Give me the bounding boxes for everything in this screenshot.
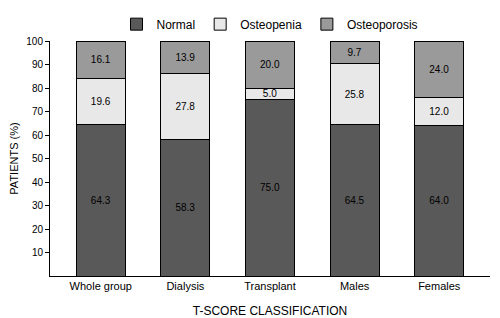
svg-text:58.3: 58.3 <box>175 202 195 213</box>
svg-text:20: 20 <box>32 224 44 235</box>
svg-text:Females: Females <box>418 280 461 292</box>
svg-text:30: 30 <box>32 200 44 211</box>
svg-text:100: 100 <box>26 36 43 47</box>
svg-text:64.0: 64.0 <box>429 195 449 206</box>
svg-text:PATIENTS (%): PATIENTS (%) <box>8 122 20 194</box>
svg-text:60: 60 <box>32 130 44 141</box>
svg-text:20.0: 20.0 <box>260 59 280 70</box>
svg-text:75.0: 75.0 <box>260 182 280 193</box>
svg-text:24.0: 24.0 <box>429 64 449 75</box>
svg-text:Transplant: Transplant <box>244 280 296 292</box>
svg-text:Whole group: Whole group <box>70 280 132 292</box>
svg-text:12.0: 12.0 <box>429 106 449 117</box>
svg-text:Normal: Normal <box>157 18 196 32</box>
svg-text:40: 40 <box>32 177 44 188</box>
svg-text:27.8: 27.8 <box>175 101 195 112</box>
svg-text:T-SCORE CLASSIFICATION: T-SCORE CLASSIFICATION <box>193 304 347 318</box>
svg-text:64.3: 64.3 <box>91 195 111 206</box>
svg-text:5.0: 5.0 <box>263 88 277 99</box>
svg-text:50: 50 <box>32 153 44 164</box>
svg-text:64.5: 64.5 <box>345 195 365 206</box>
svg-text:80: 80 <box>32 83 44 94</box>
svg-text:70: 70 <box>32 106 44 117</box>
svg-text:Males: Males <box>340 280 370 292</box>
svg-text:Osteopenia: Osteopenia <box>240 18 302 32</box>
svg-text:25.8: 25.8 <box>345 89 365 100</box>
svg-text:Osteoporosis: Osteoporosis <box>347 18 418 32</box>
svg-text:10: 10 <box>32 247 44 258</box>
svg-text:Dialysis: Dialysis <box>166 280 204 292</box>
svg-text:90: 90 <box>32 59 44 70</box>
svg-text:19.6: 19.6 <box>91 96 111 107</box>
svg-text:13.9: 13.9 <box>175 52 195 63</box>
svg-text:9.7: 9.7 <box>347 47 361 58</box>
svg-text:16.1: 16.1 <box>91 54 111 65</box>
